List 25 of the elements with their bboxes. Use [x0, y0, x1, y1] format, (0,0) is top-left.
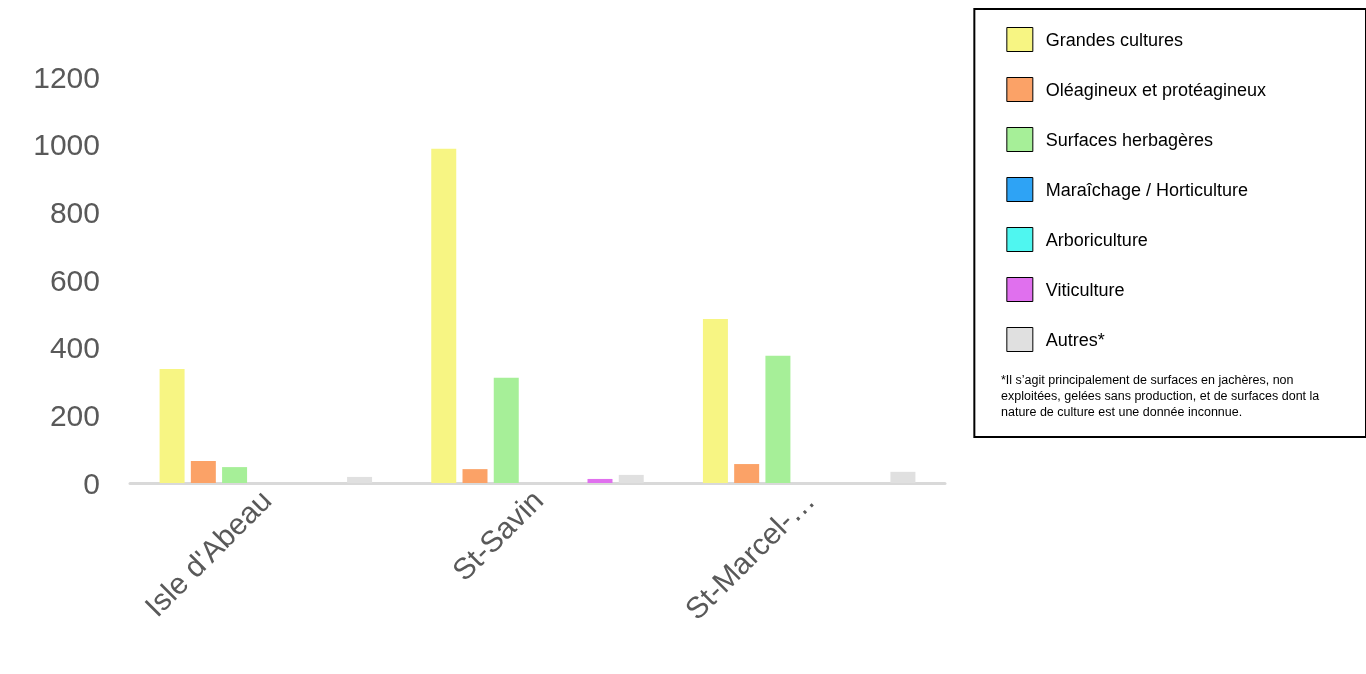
legend-label: Arboriculture	[1045, 229, 1148, 250]
bar	[159, 368, 185, 483]
legend-label: Autres*	[1045, 329, 1105, 350]
y-tick-label: 0	[83, 466, 100, 500]
bar	[222, 467, 248, 483]
bar	[431, 148, 457, 483]
legend-label: Surfaces herbagères	[1045, 129, 1213, 150]
bar	[190, 461, 216, 483]
legend-label: Oléagineux et protéagineux	[1045, 79, 1267, 100]
y-tick-label: 400	[49, 331, 100, 365]
text: *Il s’agit principalement de surfaces en jachères, non exploitées, gelées sans production, et de surfaces dont la nature de culture est une donnée inconnue.	[1001, 373, 1323, 419]
legend-label: Grandes cultures	[1045, 29, 1183, 50]
bar	[734, 464, 760, 483]
bar	[462, 469, 488, 483]
y-tick-label: 1000	[33, 128, 100, 162]
y-tick-label: 800	[49, 195, 100, 229]
bar	[702, 318, 728, 483]
y-tick-label: 600	[49, 263, 100, 297]
bar	[493, 377, 519, 483]
legend-label: Viticulture	[1045, 279, 1125, 300]
bar	[587, 478, 613, 483]
y-tick-label: 200	[49, 398, 100, 432]
y-tick-label: 1200	[33, 60, 100, 94]
bar	[765, 355, 791, 483]
legend-label: Maraîchage / Horticulture	[1045, 179, 1248, 200]
